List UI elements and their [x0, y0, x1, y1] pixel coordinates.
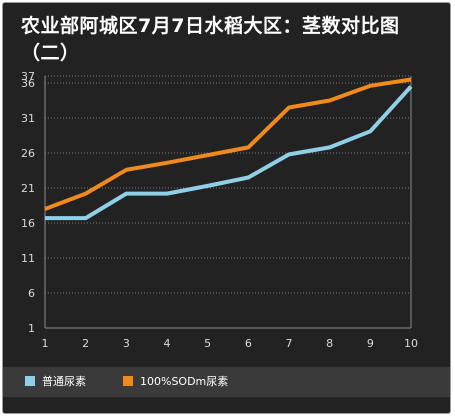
y-tick-label-36: 36	[21, 77, 35, 90]
series-line-1	[45, 85, 413, 221]
series-group	[44, 77, 413, 221]
chart-title: 农业部阿城区7月7日水稻大区：茎数对比图（二）	[21, 15, 400, 64]
legend-swatch-1	[25, 376, 35, 386]
y-tick-label-31: 31	[21, 112, 35, 125]
legend-label-1: 普通尿素	[42, 375, 86, 388]
x-tick-label-8: 8	[326, 337, 333, 350]
y-tick-label-1: 1	[28, 322, 35, 335]
legend: 普通尿素 100%SODm尿素	[3, 367, 450, 397]
x-tick-label-3: 3	[123, 337, 130, 350]
x-axis-ticks: 1 2 3 4 5 6 7 8 9 10	[42, 337, 419, 350]
y-tick-label-16: 16	[21, 217, 35, 230]
axes	[44, 76, 412, 329]
legend-swatch-2	[123, 376, 133, 386]
x-tick-label-10: 10	[404, 337, 418, 350]
x-tick-label-5: 5	[204, 337, 211, 350]
y-tick-label-21: 21	[21, 182, 35, 195]
y-tick-label-37: 37	[21, 70, 35, 83]
x-tick-label-9: 9	[367, 337, 374, 350]
y-tick-label-6: 6	[28, 287, 35, 300]
legend-item-series-1[interactable]: 普通尿素	[25, 375, 86, 389]
x-tick-label-7: 7	[286, 337, 293, 350]
x-tick-label-2: 2	[82, 337, 89, 350]
x-tick-label-1: 1	[42, 337, 49, 350]
y-tick-label-11: 11	[21, 252, 35, 265]
chart-panel: 农业部阿城区7月7日水稻大区：茎数对比图（二） 1 6 11 16 21 26 31 36 37…	[2, 2, 451, 414]
y-tick-label-26: 26	[21, 147, 35, 160]
legend-item-series-2[interactable]: 100%SODm尿素	[123, 375, 228, 389]
x-tick-label-6: 6	[245, 337, 252, 350]
x-tick-label-4: 4	[164, 337, 171, 350]
legend-label-2: 100%SODm尿素	[140, 375, 229, 388]
series-line-2	[44, 77, 412, 211]
